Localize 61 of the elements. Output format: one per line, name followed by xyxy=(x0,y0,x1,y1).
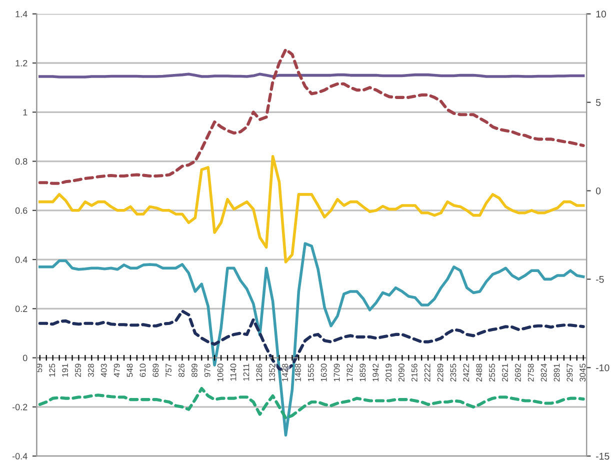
x-tick-label: 1630 xyxy=(320,364,327,382)
y-tick-label: 0.2 xyxy=(15,306,28,312)
x-tick-label: 1352 xyxy=(269,364,276,382)
x-tick-label: 1709 xyxy=(334,364,340,382)
x-tick-label: 2692 xyxy=(514,364,521,382)
x-tick-label: 2621 xyxy=(502,364,508,382)
x-tick-label: 259 xyxy=(75,364,81,377)
x-tick-label: 2758 xyxy=(528,364,534,382)
x-tick-label: 2488 xyxy=(476,364,482,382)
x-tick-label: 757 xyxy=(166,364,172,377)
y-tick-label: 1.2 xyxy=(16,60,28,66)
x-tick-label: 610 xyxy=(140,364,146,377)
x-tick-label: 191 xyxy=(62,364,68,377)
x-tick-label: 2289 xyxy=(437,364,444,382)
y2-tick-label: 5 xyxy=(596,99,601,106)
x-tick-label: 479 xyxy=(114,364,120,378)
x-tick-label: 1555 xyxy=(308,364,314,382)
y-tick-label: 0.6 xyxy=(15,207,28,214)
x-tick-label: 826 xyxy=(178,364,184,377)
line-series xyxy=(38,386,585,420)
x-tick-label: 2422 xyxy=(463,364,470,382)
x-tick-label: 2222 xyxy=(424,364,430,382)
x-tick-label: 2090 xyxy=(398,364,404,382)
x-tick-label: 1060 xyxy=(217,364,224,382)
x-tick-label: 403 xyxy=(100,364,107,378)
x-tick-label: 1428 xyxy=(282,364,288,382)
y-tick-label: 0.8 xyxy=(15,158,28,165)
y2-tick-label: 10 xyxy=(596,10,606,18)
y-tick-label: 1.4 xyxy=(16,10,28,18)
y2-tick-label: 0 xyxy=(596,187,601,194)
x-tick-label: 2555 xyxy=(489,364,495,382)
x-tick-label: 1286 xyxy=(256,364,262,382)
x-tick-label: 1942 xyxy=(372,364,379,382)
x-tick-label: 1859 xyxy=(360,364,366,382)
x-tick-label: 1782 xyxy=(346,364,353,382)
y-tick-label: 0.4 xyxy=(15,256,28,263)
x-tick-label: 2019 xyxy=(386,364,392,382)
y-tick-label: 0 xyxy=(22,354,28,362)
x-tick-label: 899 xyxy=(191,364,198,377)
line-series xyxy=(38,154,585,264)
x-tick-label: 328 xyxy=(88,364,94,377)
x-tick-label: 548 xyxy=(126,364,133,377)
x-tick-label: 1488 xyxy=(295,364,301,382)
x-tick-label: 125 xyxy=(49,364,56,377)
x-tick-label: 2891 xyxy=(554,364,560,382)
x-tick-label: 1140 xyxy=(230,364,236,381)
y2-tick-label: -15 xyxy=(596,452,610,460)
x-tick-label: 1211 xyxy=(243,364,250,381)
x-tick-label: 2156 xyxy=(411,364,418,382)
y-tick-label: -0.4 xyxy=(12,453,28,460)
x-tick-label: 976 xyxy=(204,364,210,377)
y-tick-label: 1 xyxy=(23,109,28,116)
y2-tick-label: -5 xyxy=(596,276,604,283)
x-tick-label: 689 xyxy=(152,364,159,377)
line-series xyxy=(38,48,585,185)
x-tick-label: 2824 xyxy=(540,364,547,382)
x-tick-label: 3045 xyxy=(580,364,586,382)
x-tick-label: 2355 xyxy=(450,364,456,382)
y-tick-label: -0.2 xyxy=(12,404,28,410)
y2-tick-label: -10 xyxy=(596,364,610,372)
x-tick-label: 2957 xyxy=(566,364,573,382)
